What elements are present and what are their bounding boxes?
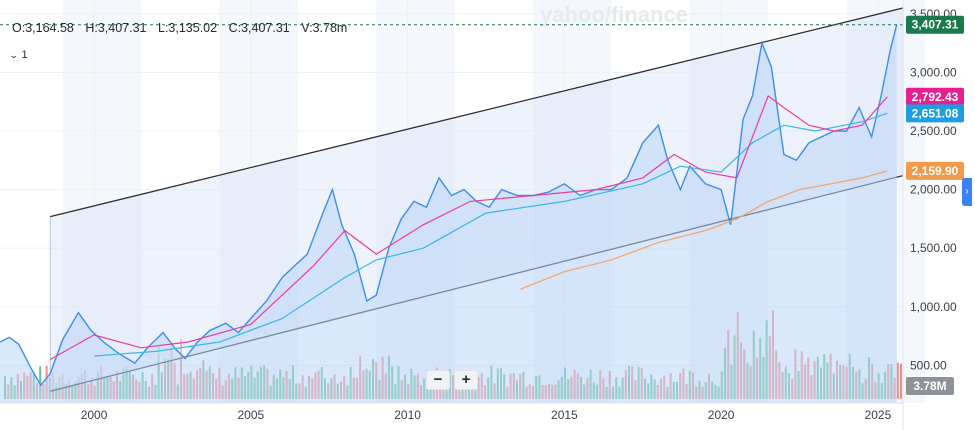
price-label-text: 2,651.08 (912, 106, 959, 120)
volume-bar (39, 366, 42, 399)
channel-fill (50, 8, 903, 392)
y-tick-label: 1,000.00 (910, 300, 957, 314)
price-line (0, 24, 898, 387)
zoom-controls: − + (426, 370, 478, 390)
y-tick-label: 2,000.00 (910, 183, 957, 197)
price-label-text: 2,792.43 (912, 90, 959, 104)
ma-mid-line (94, 112, 888, 357)
watermark: yahoo/finance (540, 2, 688, 27)
indicator-count: 1 (21, 49, 28, 61)
price-label-box (906, 104, 964, 123)
volume-label-text: 3.78M (913, 379, 946, 393)
series-layer (0, 24, 903, 404)
price-label-text: 2,159.90 (912, 164, 959, 178)
chevron-down-icon: ⌄ (8, 49, 19, 60)
price-label-box (906, 15, 964, 34)
price-label-text: 3,407.31 (912, 18, 959, 32)
zoom-out-button[interactable]: − (426, 370, 450, 390)
channel-upper-line (50, 7, 904, 218)
ma-long-line (520, 170, 888, 290)
volume-bar (900, 363, 902, 399)
price-labels: 3,407.31 2,792.43 2,651.08 2,159.90 3.78M (906, 15, 964, 395)
y-tick-label: 3,000.00 (910, 65, 957, 79)
close-value: C:3,407.31 (228, 21, 290, 35)
ma-short-line (49, 94, 888, 361)
x-tick-label: 2025 (865, 408, 892, 422)
price-area (0, 24, 897, 404)
open-value: O:3,164.58 (12, 21, 74, 35)
indicator-toggle[interactable]: ⌄ 1 (8, 49, 28, 61)
volume-value: V:3.78m (301, 21, 348, 35)
y-tick-label: 2,500.00 (910, 124, 957, 138)
x-tick-label: 2000 (81, 408, 108, 422)
x-tick-label: 2020 (708, 408, 735, 422)
x-tick-label: 2005 (237, 408, 264, 422)
x-tick-label: 2010 (394, 408, 421, 422)
y-tick-label: 1,500.00 (910, 241, 957, 255)
y-tick-label: 500.00 (910, 358, 947, 372)
zoom-in-button[interactable]: + (454, 370, 478, 390)
low-value: L:3,135.02 (158, 21, 218, 35)
volume-label-box (906, 377, 954, 395)
x-tick-label: 2015 (551, 408, 578, 422)
ohlc-readout: O:3,164.58 H:3,407.31 L:3,135.02 C:3,407… (12, 21, 355, 35)
price-label-box (906, 161, 964, 180)
volume-bar (896, 362, 899, 399)
high-value: H:3,407.31 (85, 21, 147, 35)
price-label-box (906, 87, 964, 106)
chevron-right-icon[interactable]: › (962, 178, 972, 206)
